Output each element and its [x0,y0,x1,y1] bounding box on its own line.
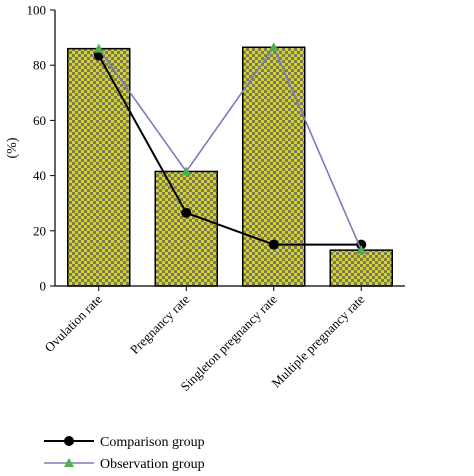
bar-0 [67,47,131,287]
series-1-point-3 [356,245,367,255]
series-1-point-2 [268,42,279,52]
y-tick-label-3: 60 [33,113,46,128]
y-tick-label-4: 80 [33,58,46,73]
y-tick-label-1: 20 [33,223,46,238]
legend-label-1: Observation group [100,457,205,472]
legend-label-0: Comparison group [100,435,205,450]
y-axis-label: (%) [5,137,20,158]
y-tick-label-0: 0 [40,279,47,294]
legend: Comparison group Observation group [44,435,205,472]
y-tick-label-5: 100 [27,3,47,18]
x-tick-label-3: Multiple pregnancy rate [268,291,367,390]
x-tick-label-2: Singleton pregnancy rate [177,291,280,394]
series-1-point-0 [93,43,104,53]
series-0-point-2 [268,239,279,250]
series-line-0 [97,55,362,246]
axes-layer: 0 20 40 60 80 100 [27,3,405,294]
lines-layer [93,42,367,255]
series-0-point-3 [356,239,367,250]
bar-1 [154,170,218,287]
series-1-point-1 [181,166,192,176]
bar-3 [329,249,393,287]
x-tick-label-0: Ovulation rate [41,291,105,355]
y-tick-label-2: 40 [33,168,46,183]
x-tick-label-1: Pregnancy rate [127,291,193,357]
series-0-point-1 [181,207,192,218]
bar-2 [242,46,306,287]
bars-layer [67,46,393,287]
legend-marker-1 [64,458,74,467]
series-line-1 [98,45,362,251]
legend-marker-0 [64,436,74,446]
